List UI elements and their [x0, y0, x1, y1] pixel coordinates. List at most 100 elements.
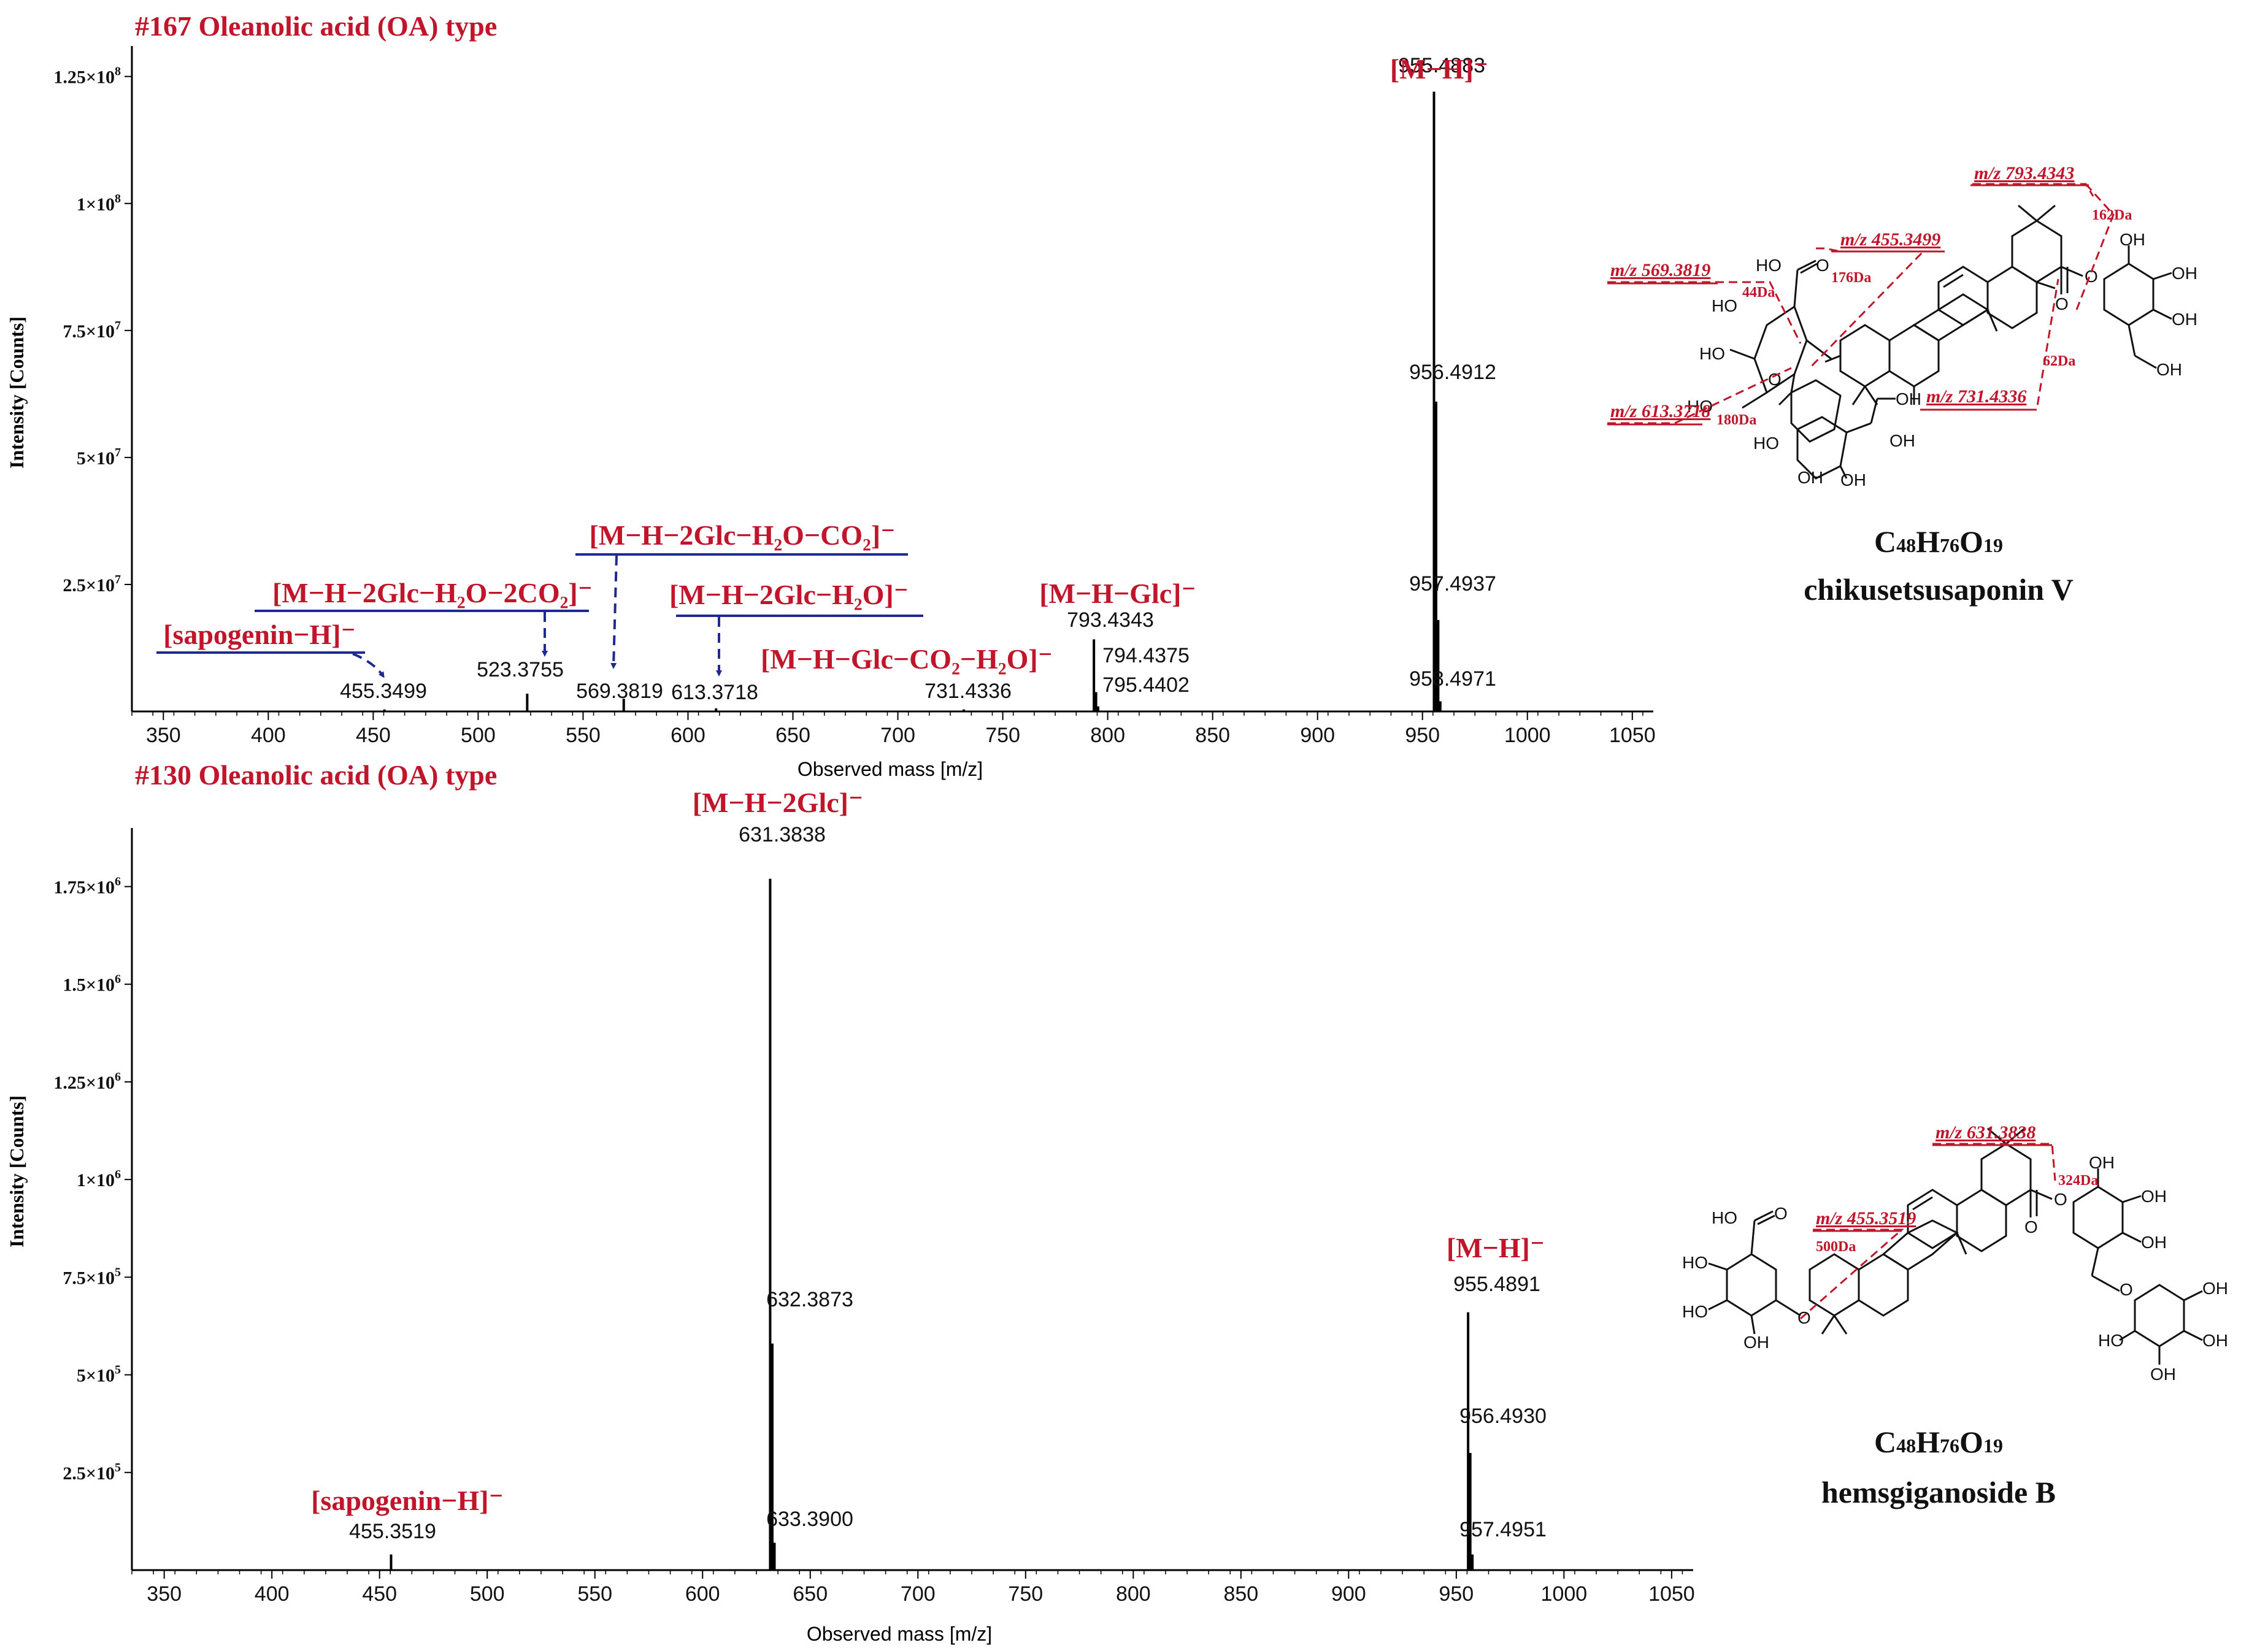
y-tick-label: 5×105 — [77, 1363, 121, 1386]
fragment-label: m/z 455.3499 — [1840, 229, 1940, 250]
y-axis-label: Intensity [Counts] — [6, 316, 28, 469]
fragment-loss: 180Da — [1716, 412, 1756, 428]
x-tick-label: 650 — [775, 724, 810, 747]
spectrum-panel-bottom: #130 Oleanolic acid (OA) type 350 400 450 5… — [6, 759, 1695, 1645]
annotation-sapogenin: [sapogenin−H]⁻ — [311, 1485, 504, 1516]
x-tick-label: 850 — [1223, 1582, 1258, 1606]
annotation-loss-2glc-h2o-2co2: [M−H−2Glc−H₂O−2CO₂]⁻ — [272, 577, 593, 608]
peak-label: 795.4402 — [1102, 673, 1190, 697]
x-tick-label: 350 — [147, 1582, 182, 1606]
chem-label-o: O — [1816, 256, 1829, 275]
y-tick-label: 1.75×106 — [53, 875, 121, 898]
x-tick-label: 450 — [362, 1582, 397, 1606]
chem-label-oh: OH — [2141, 1233, 2167, 1252]
y-tick-label: 1.25×108 — [53, 65, 121, 88]
chem-label-o: O — [2024, 1217, 2038, 1236]
ring-a — [1839, 324, 1891, 388]
x-tick-label: 950 — [1405, 724, 1440, 747]
annotation-molecular-ion: [M−H]⁻ — [1447, 1232, 1545, 1263]
chem-label-o: O — [1797, 1308, 1811, 1327]
chem-label-ho: HO — [1712, 1208, 1737, 1227]
compound-name: hemsgiganoside B — [1821, 1475, 2056, 1509]
x-tick-label: 700 — [901, 1582, 936, 1606]
x-tick-label: 900 — [1331, 1582, 1366, 1606]
chem-label-oh: OH — [2202, 1331, 2228, 1350]
chem-label-oh: OH — [1889, 431, 1915, 450]
peak-label: 793.4343 — [1067, 608, 1154, 632]
terminal-glucose-ring — [2134, 1284, 2185, 1347]
chem-label-oh: OH — [2089, 1153, 2115, 1172]
x-tick-label: 800 — [1090, 724, 1125, 747]
peak-label: 957.4937 — [1409, 572, 1496, 596]
x-tick-label: 400 — [251, 724, 286, 747]
x-tick-label: 750 — [985, 724, 1020, 747]
x-tick-label: 600 — [685, 1582, 720, 1606]
y-tick-label: 2.5×107 — [63, 573, 121, 596]
fragment-loss: 44Da — [1742, 285, 1775, 301]
peak-label: 957.4951 — [1459, 1518, 1547, 1541]
chem-label-ho: HO — [1699, 344, 1725, 363]
chem-label-oh: OH — [2120, 230, 2145, 249]
ring-d — [1986, 266, 2038, 329]
x-tick-label: 500 — [470, 1582, 505, 1606]
molecular-formula: C48H76O19 — [1874, 524, 2003, 559]
ring-b — [1858, 1253, 1909, 1317]
x-tick-label: 700 — [880, 724, 915, 747]
chem-label-oh: OH — [2141, 1187, 2167, 1206]
fragment-label: m/z 793.4343 — [1974, 163, 2074, 183]
chem-label-ho: HO — [1682, 1302, 1708, 1321]
chem-label-ho: HO — [1712, 296, 1737, 315]
x-tick-label: 550 — [577, 1582, 612, 1606]
fragment-label: m/z 631.3838 — [1935, 1122, 2035, 1143]
fragment-label: m/z 569.3819 — [1610, 260, 1710, 280]
chem-label-ho: HO — [2098, 1331, 2124, 1350]
chem-label-oh: OH — [1797, 468, 1823, 487]
annotation-sapogenin: [sapogenin−H]⁻ — [163, 619, 356, 650]
x-tick-label: 750 — [1008, 1582, 1043, 1606]
peak-label: 955.4891 — [1453, 1273, 1540, 1296]
fragment-loss: 62Da — [2043, 353, 2075, 369]
fragment-label: m/z 455.3519 — [1816, 1208, 1916, 1228]
annotation-loss-2glc-h2o: [M−H−2Glc−H₂O]⁻ — [669, 579, 909, 610]
x-tick-label: 850 — [1195, 724, 1230, 747]
x-tick-label: 500 — [461, 724, 496, 747]
peak-label: 633.3900 — [766, 1508, 853, 1531]
peak-label: 794.4375 — [1102, 644, 1190, 667]
chem-label-oh: OH — [1743, 1333, 1769, 1352]
x-tick-label: 800 — [1116, 1582, 1151, 1606]
x-tick-label: 900 — [1300, 724, 1335, 747]
peak-label: 955.4883 — [1398, 54, 1485, 77]
annotation-loss-glc: [M−H−Glc]⁻ — [1039, 578, 1196, 609]
ester-glucose-ring — [2072, 1186, 2124, 1249]
peak-label: 631.3838 — [739, 823, 826, 846]
chem-label-oh: OH — [2172, 310, 2197, 329]
chem-label-o: O — [2055, 294, 2069, 313]
peak-label: 632.3873 — [766, 1288, 853, 1311]
y-tick-label: 1.5×106 — [63, 973, 121, 995]
arrow-to-569 — [610, 555, 618, 669]
ester-glucose-ring — [2103, 263, 2155, 326]
x-tick-label: 1050 — [1609, 724, 1656, 747]
fragment-loss: 162Da — [2092, 207, 2132, 223]
y-tick-label: 5×107 — [77, 446, 121, 469]
y-axis-label: Intensity [Counts] — [6, 1095, 28, 1247]
fragment-label: m/z 613.3718 — [1610, 401, 1710, 421]
x-tick-label: 650 — [793, 1582, 828, 1606]
peak-label: 958.4971 — [1409, 667, 1496, 691]
chem-label-o: O — [2120, 1280, 2133, 1299]
peak-label: 956.4912 — [1409, 361, 1496, 384]
peak-label: 731.4336 — [924, 680, 1012, 703]
peak-label: 613.3718 — [671, 681, 758, 704]
panel-title: #167 Oleanolic acid (OA) type — [135, 10, 497, 42]
chem-label-ho: HO — [1687, 397, 1713, 416]
ring-b — [1888, 324, 1940, 388]
peak-label: 569.3819 — [576, 680, 663, 703]
spectrum-panel-top: #167 Oleanolic acid (OA) type 350 400 450 5… — [6, 10, 1656, 780]
x-tick-label: 350 — [146, 724, 181, 747]
y-tick-label: 1×106 — [77, 1168, 121, 1190]
ring-e — [2011, 220, 2062, 283]
y-tick-label: 7.5×105 — [63, 1265, 121, 1288]
peak-label: 455.3499 — [340, 680, 427, 703]
fragment-loss: 176Da — [1831, 270, 1871, 286]
x-tick-label: 400 — [255, 1582, 290, 1606]
